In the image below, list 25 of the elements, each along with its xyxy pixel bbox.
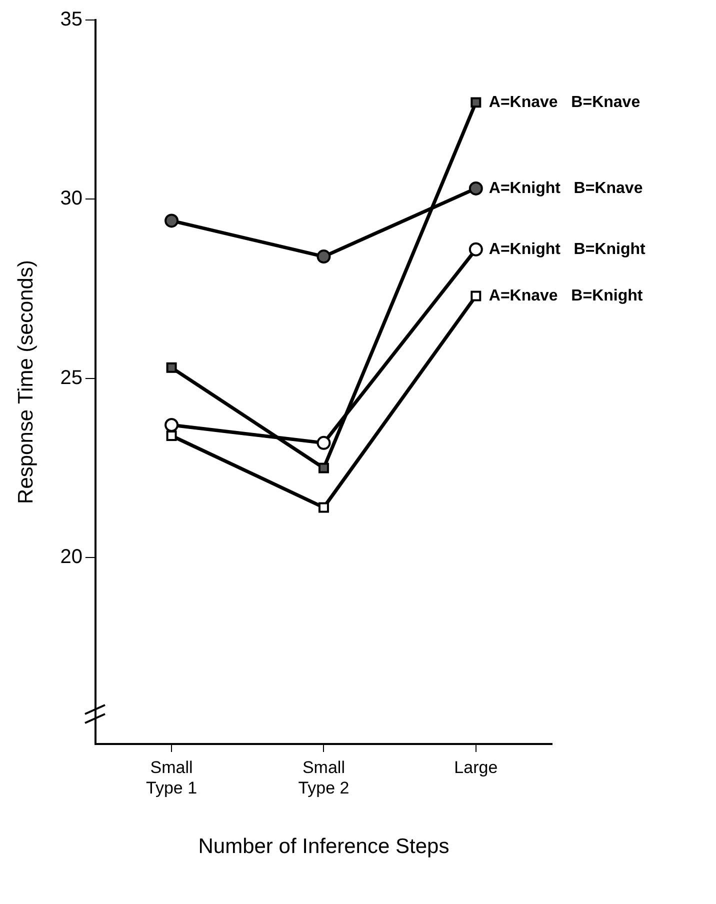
point: [318, 502, 329, 513]
x-axis-title: Number of Inference Steps: [198, 835, 450, 858]
point: [316, 250, 331, 264]
x-tick-label: Small Type 1: [146, 758, 198, 798]
point: [318, 462, 329, 474]
y-tick-label: 35: [60, 8, 82, 31]
point: [164, 214, 179, 228]
x-tick-label: Small Type 2: [298, 758, 350, 798]
series-label: A=Knight B=Knave: [488, 180, 643, 197]
point: [316, 436, 331, 450]
point: [468, 242, 483, 256]
x-tick-label: Large: [454, 758, 498, 777]
series-label: A=Knave B=Knight: [488, 287, 644, 304]
point: [166, 430, 177, 442]
point: [468, 181, 483, 196]
y-tick-label: 20: [60, 546, 82, 568]
y-axis-title: Response Time (seconds): [14, 260, 38, 504]
series-label: A=Knave B=Knave: [488, 94, 640, 111]
y-tick-label: 25: [60, 366, 82, 389]
point: [470, 97, 482, 108]
y-tick-label: 30: [60, 188, 82, 210]
point: [164, 418, 179, 432]
point: [470, 290, 482, 302]
point: [166, 362, 177, 373]
series-label: A=Knight B=Knight: [488, 240, 646, 258]
